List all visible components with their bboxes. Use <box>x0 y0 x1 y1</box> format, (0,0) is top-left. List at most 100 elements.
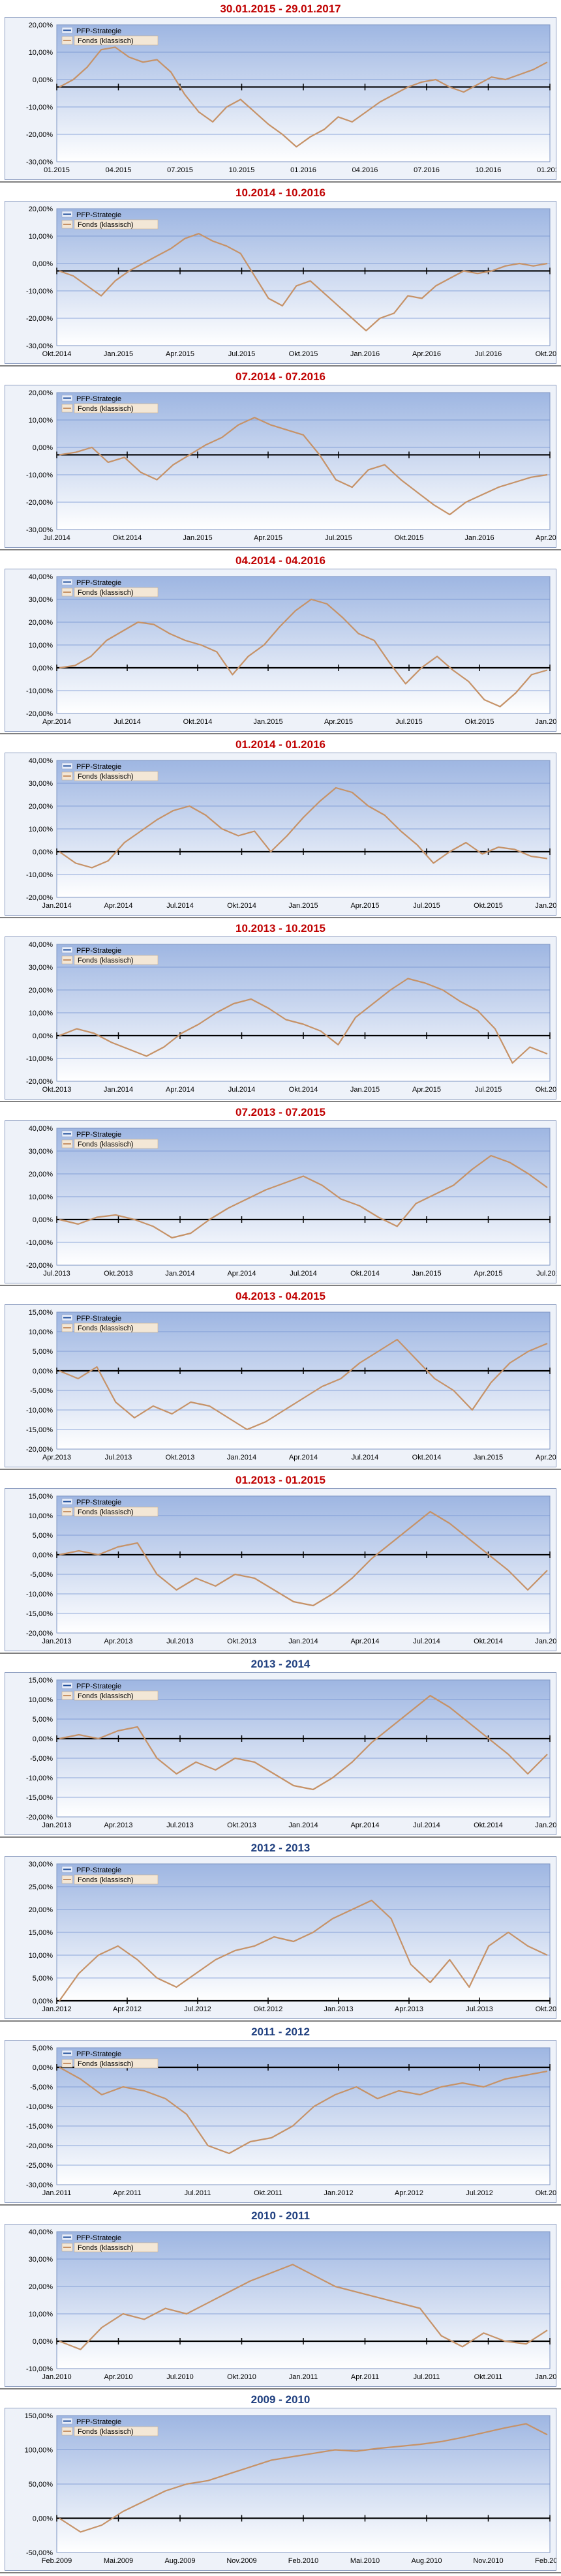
x-tick-label: Apr.2015 <box>412 1086 441 1094</box>
y-tick-label: 15,00% <box>29 1493 53 1501</box>
x-tick-label: Jan.2016 <box>350 350 380 358</box>
y-tick-label: 20,00% <box>29 22 53 29</box>
x-tick-label: Apr.2011 <box>351 2373 379 2381</box>
x-tick-label: Jul.2015 <box>228 350 256 358</box>
legend-label-box <box>74 403 159 413</box>
chart-title: 2012 - 2013 <box>250 1842 311 1854</box>
y-tick-label: -10,00% <box>26 687 53 695</box>
section-divider <box>0 1101 561 1102</box>
chart-svg: 15,00% 10,00% 5,00% 0,00% -5,00% -10,00% -15,0… <box>5 1488 556 1651</box>
y-tick-label: 0,00% <box>33 260 53 268</box>
legend: PFP-Strategie Fonds (klassisch) <box>61 2234 159 2253</box>
plot-area <box>56 2231 551 2369</box>
y-tick-label: 10,00% <box>29 1328 53 1336</box>
chart-panel: 10.2014 - 10.2016 20,00% 10,00% 0,00% -10,00… <box>0 184 561 368</box>
chart-svg: 20,00%10,00%0,00%-10,00%-20,00%-30,00%Ju… <box>5 385 556 548</box>
chart-title: 10.2013 - 10.2015 <box>235 922 326 935</box>
x-tick-label: Mai.2009 <box>104 2557 133 2565</box>
plot-area <box>56 1311 551 1450</box>
x-tick-label: Apr.2014 <box>227 1270 256 1278</box>
series-line <box>59 1154 548 1239</box>
legend: PFP-Strategie Fonds (klassisch) <box>61 1682 159 1701</box>
y-tick-label: -15,00% <box>26 1794 53 1802</box>
x-tick-label: Okt.2015 <box>395 534 424 542</box>
section-divider <box>0 1285 561 1286</box>
y-tick-label: 10,00% <box>29 417 53 425</box>
x-tick-label: Feb.2010 <box>288 2557 318 2565</box>
legend-label-fund: Fonds (klassisch) <box>78 773 134 781</box>
chart-svg: 15,00% 10,00% 5,00% 0,00% -5,00% -10,00% -15,0… <box>5 1672 556 1835</box>
y-tick-label: -20,00% <box>26 1814 53 1821</box>
y-tick-label: 0,00% <box>33 848 53 856</box>
legend-label-pfp: PFP-Strategie <box>76 1499 121 1506</box>
section-divider <box>0 1469 561 1470</box>
x-tick-label: Jan.2015 <box>288 902 318 910</box>
chart-svg: 40,00% 30,00% 20,00% 10,00% 0,00% -10,00% -20,… <box>5 753 556 916</box>
y-tick-label: 15,00% <box>29 1929 53 1937</box>
legend-label-box <box>74 2426 159 2436</box>
x-tick-label: Jul.2015 <box>536 1270 556 1278</box>
y-tick-label: 40,00% <box>29 573 53 581</box>
x-tick-label: Okt.2015 <box>465 718 494 726</box>
legend-label-box <box>74 1506 159 1517</box>
chart-title: 04.2014 - 04.2016 <box>235 554 326 567</box>
plot-area <box>56 24 551 162</box>
x-tick-label: Apr.2015 <box>350 902 379 910</box>
x-tick-label: Jul.2013 <box>466 2005 493 2013</box>
y-tick-label: 0,00% <box>33 444 53 452</box>
x-tick-label: Jul.2014 <box>114 718 141 726</box>
x-tick-label: Jul.2016 <box>475 350 502 358</box>
x-tick-label: Jan.2015 <box>253 718 282 726</box>
legend-label-pfp: PFP-Strategie <box>76 1683 121 1690</box>
chart-panel: 07.2014 - 07.2016 20,00% 10,00% 0,00% -10,00… <box>0 368 561 552</box>
x-tick-label: Jan.2015 <box>183 534 212 542</box>
legend-label-fund: Fonds (klassisch) <box>78 37 134 45</box>
x-tick-label: Okt.2014 <box>474 1638 503 1645</box>
x-tick-label: 01.2017 <box>537 166 556 174</box>
x-tick-label: Okt.2014 <box>412 1454 442 1461</box>
legend-label-fund: Fonds (klassisch) <box>78 221 134 229</box>
series-line <box>59 2067 548 2155</box>
y-tick-label: -30,00% <box>26 158 53 166</box>
chart-svg: 20,00%10,00%0,00%-10,00%-20,00%-30,00%Ok… <box>5 201 556 364</box>
legend-label-pfp: PFP-Strategie <box>76 1866 121 1874</box>
y-tick-label: 30,00% <box>29 964 53 972</box>
plot-area <box>56 208 551 346</box>
y-tick-label: 100,00% <box>25 2447 53 2455</box>
series-line <box>59 417 548 516</box>
x-tick-label: Apr.2014 <box>42 718 71 726</box>
x-tick-label: Okt.2014 <box>474 1821 503 1829</box>
y-tick-label: -15,00% <box>26 1610 53 1618</box>
legend-label-pfp: PFP-Strategie <box>76 1131 121 1139</box>
y-tick-label: -15,00% <box>26 1426 53 1434</box>
y-tick-label: 0,00% <box>33 1998 53 2005</box>
y-tick-label: -5,00% <box>30 1755 53 1763</box>
x-tick-label: Jan.2011 <box>289 2373 318 2381</box>
y-tick-label: 15,00% <box>29 1677 53 1685</box>
y-tick-label: 40,00% <box>29 2228 53 2236</box>
x-tick-label: Apr.2014 <box>104 902 132 910</box>
y-tick-label: -10,00% <box>26 288 53 295</box>
series-line <box>59 1899 548 2001</box>
y-tick-label: 10,00% <box>29 642 53 650</box>
x-tick-label: Jan.2014 <box>104 1086 133 1094</box>
y-tick-label: 10,00% <box>29 1696 53 1704</box>
chart-title: 07.2013 - 07.2015 <box>235 1106 326 1118</box>
chart-title: 10.2014 - 10.2016 <box>235 187 326 199</box>
chart-svg: 150,00% 100,00% 50,00% 0,00% -50,00%Feb.2009… <box>5 2408 556 2571</box>
x-tick-label: 10.2016 <box>476 166 502 174</box>
x-tick-label: Jan.2015 <box>535 1638 556 1645</box>
legend-label-box <box>74 955 159 965</box>
y-tick-label: -10,00% <box>26 1591 53 1598</box>
y-tick-label: 20,00% <box>29 205 53 213</box>
y-tick-label: -20,00% <box>26 131 53 139</box>
legend: PFP-Strategie Fonds (klassisch) <box>61 395 159 413</box>
y-tick-label: 30,00% <box>29 780 53 788</box>
x-tick-label: Okt.2014 <box>183 718 213 726</box>
x-tick-label: Jul.2014 <box>166 902 194 910</box>
x-tick-label: Apr.2015 <box>474 1270 502 1278</box>
x-tick-label: Jul.2013 <box>166 1638 194 1645</box>
legend-label-pfp: PFP-Strategie <box>76 579 121 587</box>
y-tick-label: -5,00% <box>30 1387 53 1395</box>
chart-title: 07.2014 - 07.2016 <box>235 370 326 383</box>
